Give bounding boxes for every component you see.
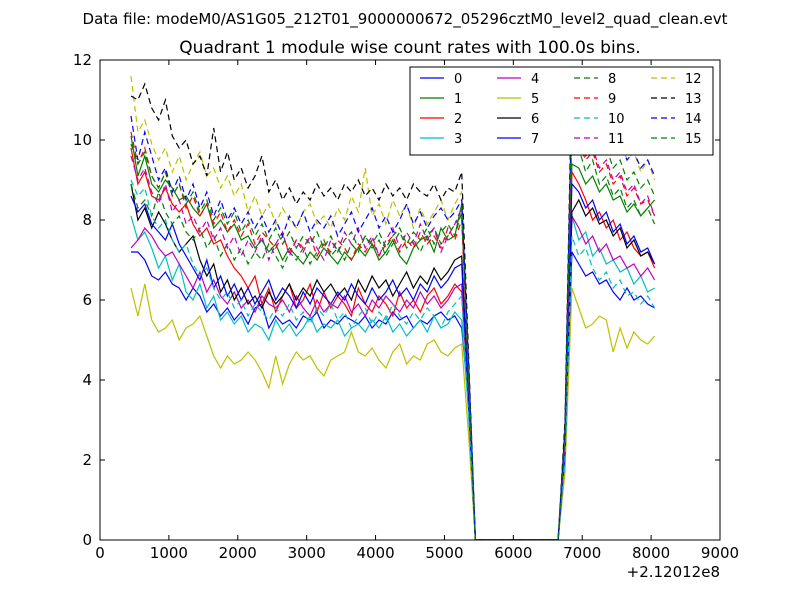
y-tick-label-2: 4 (82, 371, 92, 389)
legend-label-14: 14 (685, 112, 702, 127)
ticks-layer: 0 1000 2000 3000 4000 5000 6000 7000 8000 9000 0 2 4… (73, 51, 739, 562)
series-line-10 (130, 179, 656, 540)
legend-label-3: 3 (454, 132, 462, 147)
x-tick-label-4: 4000 (356, 544, 394, 562)
legend-label-15: 15 (685, 132, 702, 147)
x-offset-label: +2.12012e8 (627, 563, 720, 581)
series-line-11 (130, 119, 656, 540)
legend-label-9: 9 (608, 92, 616, 107)
x-tick-label-7: 7000 (563, 544, 601, 562)
y-tick-label-6: 12 (73, 51, 92, 69)
x-tick-label-8: 8000 (632, 544, 670, 562)
legend-label-0: 0 (454, 72, 462, 87)
legend-label-1: 1 (454, 92, 462, 107)
series-line-15 (130, 103, 656, 540)
legend-label-11: 11 (608, 132, 625, 147)
figure-suptitle: Data file: modeM0/AS1G05_212T01_90000006… (83, 10, 728, 29)
legend-label-7: 7 (531, 132, 539, 147)
series-line-6 (130, 183, 656, 540)
y-tick-label-0: 0 (82, 531, 92, 549)
legend-label-8: 8 (608, 72, 616, 87)
legend-label-6: 6 (531, 112, 539, 127)
series-line-5 (130, 283, 656, 540)
x-tick-label-6: 6000 (494, 544, 532, 562)
x-tick-label-9: 9000 (701, 544, 739, 562)
legend-label-12: 12 (685, 72, 702, 87)
y-tick-label-3: 6 (82, 291, 92, 309)
series-line-8 (130, 131, 656, 540)
y-tick-label-5: 10 (73, 131, 92, 149)
legend-label-13: 13 (685, 92, 702, 107)
legend-box (409, 66, 714, 156)
series-line-12 (130, 75, 656, 540)
series-line-14 (130, 89, 656, 540)
series-layer (130, 65, 656, 540)
x-tick-label-0: 0 (95, 544, 105, 562)
y-tick-label-1: 2 (82, 451, 92, 469)
legend-label-2: 2 (454, 112, 462, 127)
chart-title: Quadrant 1 module wise count rates with … (179, 38, 640, 58)
series-line-3 (130, 215, 655, 540)
series-line-9 (130, 123, 656, 540)
x-tick-label-1: 1000 (150, 544, 188, 562)
series-line-7 (130, 182, 656, 540)
y-tick-label-4: 8 (82, 211, 92, 229)
series-line-4 (130, 213, 656, 540)
legend-label-10: 10 (608, 112, 625, 127)
x-tick-label-5: 5000 (425, 544, 463, 562)
x-tick-label-3: 3000 (288, 544, 326, 562)
legend-label-4: 4 (531, 72, 539, 87)
legend-label-5: 5 (531, 92, 539, 107)
x-tick-label-2: 2000 (219, 544, 257, 562)
series-line-13 (130, 65, 656, 540)
